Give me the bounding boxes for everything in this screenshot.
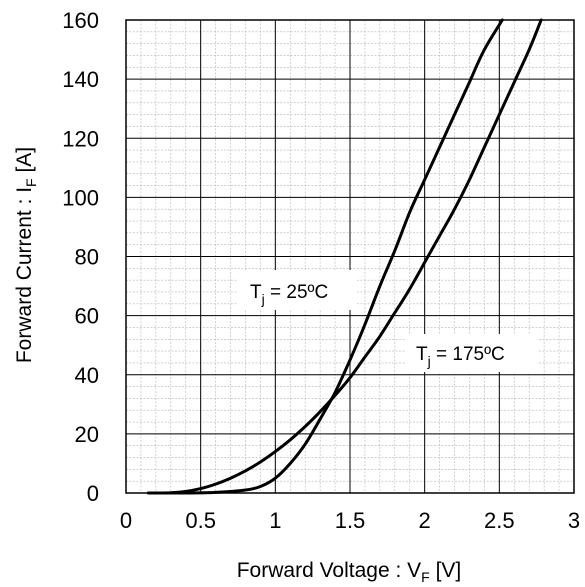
y-tick-label: 20 — [75, 422, 99, 447]
x-tick-label: 0 — [120, 508, 132, 533]
x-tick-label: 1 — [269, 508, 281, 533]
x-tick-label: 3 — [568, 508, 580, 533]
series-label-175c: Tj = 175ºC — [416, 344, 505, 369]
y-tick-label: 140 — [62, 67, 99, 92]
y-tick-label: 60 — [75, 304, 99, 329]
label-25c-box — [237, 270, 357, 310]
plot-frame — [125, 19, 575, 494]
x-tick-label: 0.5 — [185, 508, 216, 533]
x-tick-label: 2.5 — [484, 508, 515, 533]
series-label-25c: Tj = 25ºC — [250, 282, 328, 307]
x-tick-labels: 0 0.5 1 1.5 2 2.5 3 — [120, 508, 580, 533]
y-tick-label: 80 — [75, 245, 99, 270]
y-tick-labels: 0 20 40 60 80 100 120 140 160 — [62, 8, 99, 506]
x-tick-label: 2 — [419, 508, 431, 533]
y-tick-label: 100 — [62, 185, 99, 210]
curve-tj-175c — [146, 18, 543, 495]
x-tick-label: 1.5 — [335, 508, 366, 533]
y-axis-title: Forward Current : IF [A] — [13, 147, 39, 363]
series-layer — [146, 18, 543, 495]
y-tick-label: 160 — [62, 8, 99, 33]
x-axis-title: Forward Voltage : VF [V] — [237, 559, 462, 585]
y-tick-label: 0 — [87, 481, 99, 506]
y-tick-label: 40 — [75, 363, 99, 388]
y-tick-label: 120 — [62, 126, 99, 151]
label-175c-box — [405, 334, 537, 372]
curve-tj-25c — [146, 18, 504, 495]
